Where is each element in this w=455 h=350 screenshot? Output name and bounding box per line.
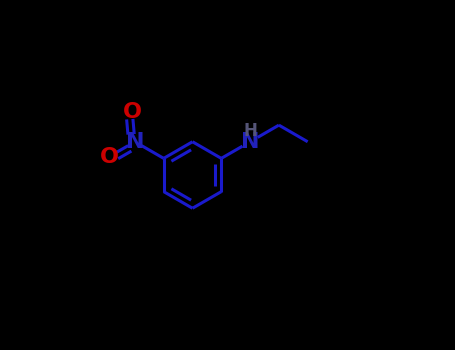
Text: N: N xyxy=(126,132,144,152)
Text: O: O xyxy=(100,147,118,167)
Text: N: N xyxy=(241,132,259,152)
Text: O: O xyxy=(123,102,142,122)
Text: H: H xyxy=(243,121,257,140)
